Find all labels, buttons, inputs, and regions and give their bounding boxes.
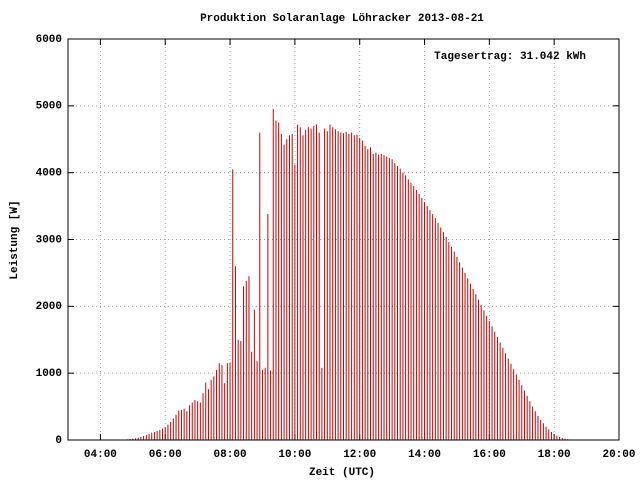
plot-frame [67, 38, 620, 441]
x-tick-label: 04:00 [84, 449, 117, 461]
x-tick-label: 14:00 [408, 449, 441, 461]
y-tick-label: 6000 [36, 34, 62, 46]
y-tick-label: 2000 [36, 301, 62, 313]
x-tick-label: 16:00 [473, 449, 506, 461]
x-tick-label: 20:00 [602, 449, 635, 461]
x-tick-label: 12:00 [343, 449, 376, 461]
x-tick-label: 06:00 [149, 449, 182, 461]
y-tick-label: 4000 [36, 168, 62, 180]
x-axis-label: Zeit (UTC) [309, 467, 375, 479]
chart-title: Produktion Solaranlage Löhracker 2013-08… [200, 13, 484, 25]
annotation: Tagesertrag: 31.042 kWh [434, 51, 586, 63]
x-tick-label: 10:00 [278, 449, 311, 461]
y-tick-label: 3000 [36, 234, 62, 246]
y-tick-label: 5000 [36, 101, 62, 113]
y-tick-label: 0 [55, 435, 62, 447]
x-tick-label: 18:00 [538, 449, 571, 461]
y-tick-label: 1000 [36, 368, 62, 380]
x-tick-label: 08:00 [214, 449, 247, 461]
y-axis-label: Leistung [W] [9, 200, 21, 279]
